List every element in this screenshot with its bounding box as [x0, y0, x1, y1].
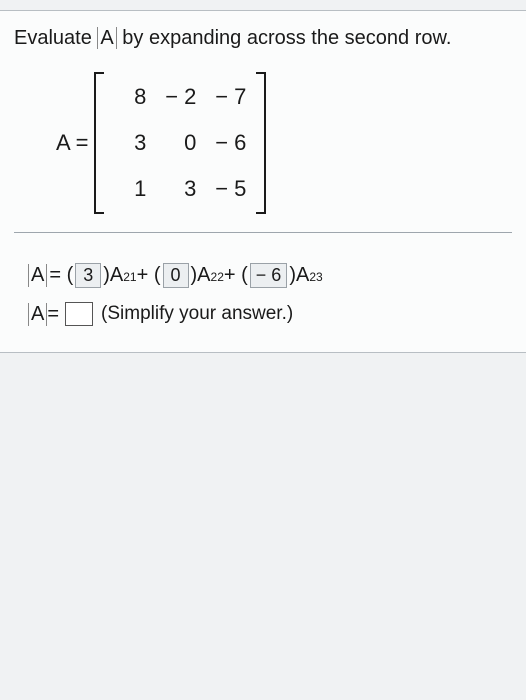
eq2: =: [47, 303, 59, 326]
sub22: 22: [211, 270, 224, 284]
m-2-2: − 5: [214, 176, 246, 202]
m-0-0: 8: [114, 84, 146, 110]
m-0-1: − 2: [164, 84, 196, 110]
q-suffix: by expanding across the second row.: [117, 27, 452, 49]
bracket-left: [94, 72, 104, 214]
eq1: = (: [49, 264, 73, 287]
matrix-display: A = 8 − 2 − 7 3 0 − 6 1 3 − 5: [56, 72, 512, 214]
m-1-2: − 6: [214, 130, 246, 156]
m-2-1: 3: [164, 176, 196, 202]
plus1: + (: [137, 264, 161, 287]
det-A-2: A: [28, 264, 47, 287]
answer-input[interactable]: [65, 302, 93, 326]
cofactor-expansion-line: A = ( 3 )A21 + ( 0 )A22 + ( − 6 )A23: [28, 263, 498, 288]
coef-1: 3: [75, 263, 101, 288]
a21: )A: [103, 264, 123, 287]
m-2-0: 1: [114, 176, 146, 202]
det-A-symbol: A: [97, 27, 116, 49]
coef-3: − 6: [250, 263, 288, 288]
matrix-label: A =: [56, 130, 88, 156]
det-A-3: A: [28, 303, 47, 326]
a23: )A: [289, 264, 309, 287]
plus2: + (: [224, 264, 248, 287]
coef-2: 0: [163, 263, 189, 288]
sub21: 21: [123, 270, 136, 284]
m-1-0: 3: [114, 130, 146, 156]
sub23: 23: [309, 270, 322, 284]
final-answer-line: A = (Simplify your answer.): [28, 302, 498, 326]
answer-panel: A = ( 3 )A21 + ( 0 )A22 + ( − 6 )A23 A =…: [14, 249, 512, 340]
question-panel: Evaluate A by expanding across the secon…: [0, 10, 526, 353]
a22: )A: [191, 264, 211, 287]
m-0-2: − 7: [214, 84, 246, 110]
question-text: Evaluate A by expanding across the secon…: [14, 27, 512, 50]
q-prefix: Evaluate: [14, 27, 97, 49]
simplify-hint: (Simplify your answer.): [101, 303, 293, 325]
bracket-right: [256, 72, 266, 214]
page: Evaluate A by expanding across the secon…: [0, 0, 526, 700]
section-divider: [14, 232, 512, 233]
matrix-grid: 8 − 2 − 7 3 0 − 6 1 3 − 5: [104, 72, 256, 214]
m-1-1: 0: [164, 130, 196, 156]
